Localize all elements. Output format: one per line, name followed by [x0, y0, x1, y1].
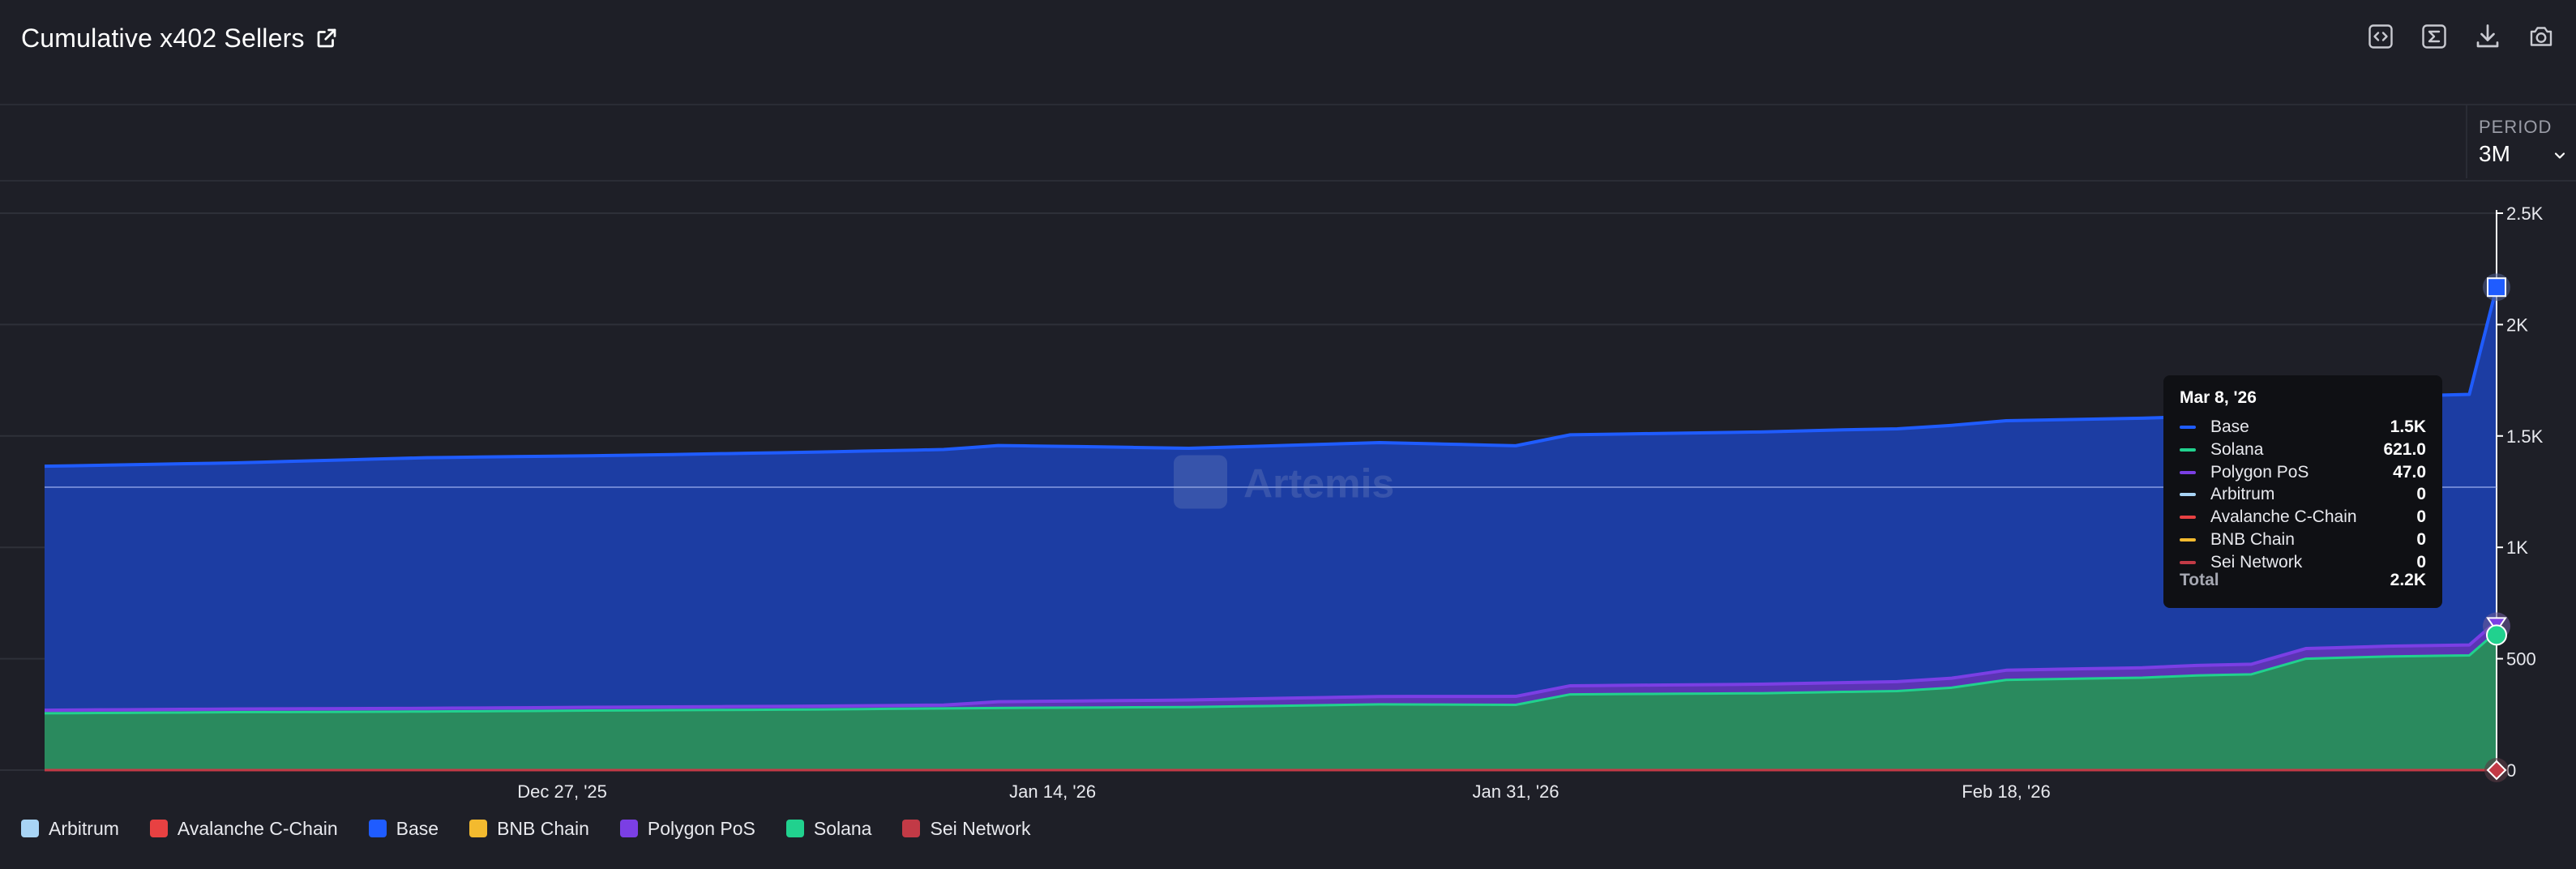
legend-item[interactable]: Base [368, 817, 439, 840]
tooltip-swatch [2180, 538, 2196, 542]
polygon-line [44, 619, 2498, 713]
legend-item[interactable]: BNB Chain [469, 818, 589, 840]
formula-button[interactable] [2419, 21, 2450, 52]
tooltip-swatch [2180, 426, 2196, 429]
tooltip-swatch [2180, 560, 2196, 564]
tooltip-total-label: Total [2180, 571, 2219, 589]
tooltip-series-value: 0 [2416, 507, 2426, 527]
legend-swatch [785, 820, 804, 837]
download-icon [2476, 24, 2499, 48]
tooltip-series-name: Avalanche C-Chain [2210, 507, 2357, 527]
tooltip-series-value: 621.0 [2383, 439, 2426, 459]
y-tick-label: 1.5K [2506, 426, 2544, 447]
tooltip-series-name: Sei Network [2210, 552, 2303, 571]
legend-label: Solana [813, 817, 872, 839]
x-tick-label: Dec 27, '25 [517, 781, 607, 802]
chart-area[interactable]: 0 500 1K 1.5K 2K 2.5K Dec 27, '25 Jan 14, '26 Ja… [0, 182, 2576, 814]
y-tick-label: 500 [2506, 649, 2536, 670]
tooltip-swatch [2180, 493, 2196, 497]
toolbar [2365, 21, 2557, 52]
tooltip-series-value: 0 [2416, 530, 2426, 549]
chart-header: Cumulative x402 Sellers [0, 0, 2576, 105]
y-tick-label: 2.5K [2506, 203, 2544, 224]
tooltip-row: Sei Network 0 [2180, 551, 2426, 574]
solana-line [44, 631, 2497, 715]
tooltip-total-value: 2.2K [2390, 571, 2426, 589]
y-tick-label: 1K [2506, 537, 2528, 558]
period-value: 3M [2479, 141, 2510, 166]
external-link-icon[interactable] [315, 26, 339, 50]
tooltip-series-value: 0 [2416, 485, 2426, 504]
tooltip-row: BNB Chain 0 [2180, 529, 2426, 551]
download-button[interactable] [2472, 21, 2503, 52]
tooltip-swatch [2180, 470, 2196, 474]
solana-end-marker [2486, 624, 2507, 646]
tooltip-series-value: 0 [2416, 552, 2426, 571]
hover-tooltip: Mar 8, '26 Base 1.5K Solana 621.0 Polygon Po… [2163, 375, 2442, 608]
legend-item[interactable]: Polygon PoS [619, 817, 755, 840]
tooltip-date: Mar 8, '26 [2180, 388, 2257, 407]
y-tick-label: 2K [2506, 315, 2528, 335]
tooltip-series-name: Polygon PoS [2210, 462, 2309, 482]
watermark-logo-icon [1174, 455, 1227, 509]
legend-label: Base [396, 817, 439, 839]
base-area [45, 287, 2497, 711]
base-end-marker [2487, 277, 2506, 298]
header-divider [0, 180, 2576, 182]
title-wrap: Cumulative x402 Sellers [21, 19, 339, 57]
tooltip-row: Base 1.5K [2180, 416, 2426, 439]
legend-label: Polygon PoS [647, 817, 755, 839]
solana-area [45, 631, 2497, 770]
tooltip-swatch [2180, 447, 2196, 452]
code-icon [2368, 24, 2393, 49]
x-tick-label: Feb 18, '26 [1962, 781, 2050, 802]
chart-title: Cumulative x402 Sellers [21, 23, 305, 53]
legend-item[interactable]: Sei Network [902, 818, 1030, 840]
tooltip-row: Polygon PoS 47.0 [2180, 461, 2426, 484]
legend-label: BNB Chain [497, 817, 589, 839]
legend-label: Avalanche C-Chain [177, 817, 338, 839]
screenshot-button[interactable] [2526, 21, 2557, 52]
sei-end-marker [2486, 760, 2507, 781]
legend-swatch [149, 820, 168, 837]
watermark-text: Artemis [1243, 461, 1394, 507]
chart-legend: Arbitrum Avalanche C-Chain Base BNB Chain Po… [21, 814, 1061, 843]
period-label: PERIOD [2479, 117, 2552, 137]
tooltip-series-name: Base [2210, 417, 2249, 436]
x-tick-label: Jan 31, '26 [1473, 781, 1560, 802]
legend-swatch [619, 820, 638, 837]
tooltip-series-name: BNB Chain [2210, 530, 2295, 549]
camera-icon [2530, 27, 2552, 46]
tooltip-total-row: Total 2.2K [2180, 569, 2426, 592]
tooltip-row: Solana 621.0 [2180, 439, 2426, 461]
tooltip-row: Arbitrum 0 [2180, 483, 2426, 506]
tooltip-series-value: 1.5K [2390, 417, 2426, 436]
tooltip-swatch [2180, 516, 2196, 520]
tooltip-row: Avalanche C-Chain 0 [2180, 506, 2426, 529]
tooltip-series-name: Arbitrum [2210, 485, 2275, 504]
sigma-icon [2422, 24, 2446, 49]
x-tick-label: Jan 14, '26 [1009, 781, 1096, 802]
legend-swatch [902, 820, 921, 837]
embed-code-button[interactable] [2365, 21, 2396, 52]
y-tick-label: 0 [2506, 760, 2516, 781]
tooltip-series-value: 47.0 [2393, 462, 2426, 482]
legend-item[interactable]: Avalanche C-Chain [149, 817, 338, 840]
legend-swatch [368, 820, 387, 837]
legend-label: Sei Network [930, 817, 1031, 839]
legend-label: Arbitrum [49, 817, 119, 839]
legend-item[interactable]: Solana [785, 817, 872, 840]
period-selector[interactable]: PERIOD 3M [2466, 105, 2576, 178]
base-line [44, 286, 2498, 469]
tooltip-series-name: Solana [2210, 439, 2264, 459]
legend-swatch [21, 820, 39, 837]
artemis-watermark: Artemis [1174, 455, 1394, 509]
legend-swatch [469, 820, 488, 837]
legend-item[interactable]: Arbitrum [21, 818, 119, 840]
chevron-down-icon [2554, 152, 2565, 159]
